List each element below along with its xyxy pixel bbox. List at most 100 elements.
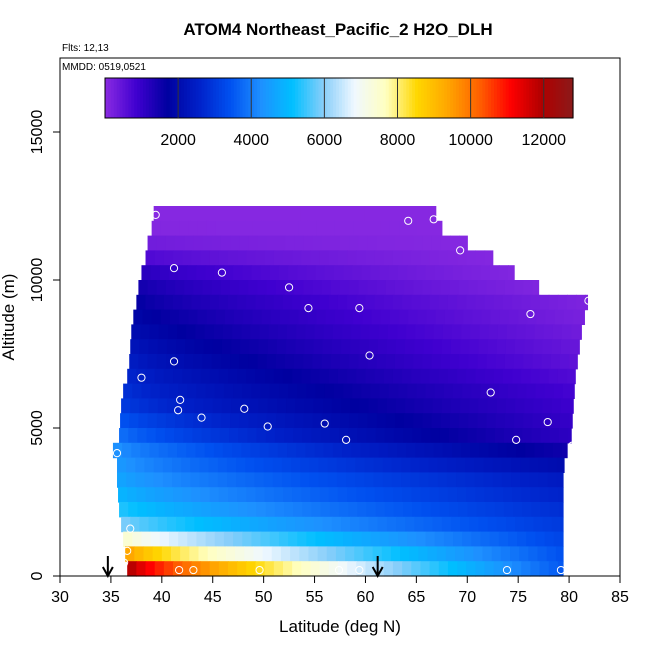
heatmap-cell — [163, 487, 174, 503]
heatmap-cell — [430, 502, 441, 518]
heatmap-cell — [163, 368, 174, 385]
heatmap-cell — [145, 487, 156, 503]
heatmap-cell — [212, 398, 223, 414]
heatmap-cell — [348, 428, 358, 444]
colorbar-segment — [222, 78, 226, 118]
heatmap-cell — [377, 398, 388, 414]
heatmap-cell — [420, 561, 431, 577]
heatmap-cell — [333, 531, 344, 547]
heatmap-cell — [512, 487, 522, 503]
heatmap-cell — [120, 413, 130, 429]
heatmap-cell — [228, 487, 238, 503]
colorbar-segment — [420, 78, 425, 118]
heatmap-cell — [472, 309, 483, 325]
heatmap-cell — [186, 324, 197, 340]
heatmap-cell — [193, 354, 204, 370]
heatmap-band — [125, 546, 564, 562]
heatmap-cell — [273, 368, 284, 385]
heatmap-cell — [364, 206, 375, 222]
heatmap-cell — [353, 309, 363, 325]
heatmap-cell — [272, 206, 283, 222]
heatmap-cell — [175, 413, 185, 429]
heatmap-cell — [306, 265, 317, 281]
heatmap-cell — [540, 428, 551, 444]
heatmap-cell — [185, 516, 195, 533]
heatmap-cell — [196, 265, 207, 281]
heatmap-cell — [150, 531, 161, 547]
heatmap-cell — [552, 324, 563, 340]
heatmap-cell — [301, 294, 312, 311]
colorbar-segment — [286, 78, 290, 118]
heatmap-cell — [176, 339, 186, 355]
heatmap-cell — [375, 428, 386, 444]
heatmap-cell — [495, 354, 506, 370]
heatmap-cell — [484, 561, 495, 577]
heatmap-cell — [221, 398, 232, 414]
colorbar-segment — [412, 78, 416, 118]
heatmap-cell — [323, 442, 334, 459]
colorbar-segment — [119, 78, 124, 118]
heatmap-cell — [376, 280, 387, 296]
heatmap-cell — [550, 413, 561, 429]
heatmap-cell — [170, 546, 181, 562]
heatmap-cell — [199, 472, 210, 488]
heatmap-cell — [373, 457, 384, 473]
x-tick-label: 45 — [204, 589, 222, 606]
heatmap-cell — [159, 383, 170, 399]
heatmap-cell — [446, 472, 457, 488]
heatmap-cell — [514, 354, 524, 370]
heatmap-cell — [191, 487, 202, 503]
heatmap-cell — [519, 546, 529, 562]
heatmap-cell — [180, 546, 190, 562]
heatmap-cell — [213, 324, 224, 340]
heatmap-cell — [365, 561, 376, 577]
heatmap-cell — [340, 235, 350, 251]
heatmap-cell — [515, 516, 525, 533]
heatmap-cell — [380, 220, 391, 237]
heatmap-cell — [363, 546, 374, 562]
heatmap-cell — [139, 516, 150, 533]
heatmap-cell — [402, 487, 412, 503]
heatmap-cell — [200, 250, 211, 266]
heatmap-cell — [402, 250, 412, 266]
heatmap-cell — [355, 472, 366, 488]
heatmap-cell — [315, 531, 326, 547]
colorbar-segment — [219, 78, 223, 118]
heatmap-cell — [181, 472, 191, 488]
sample-point — [429, 215, 438, 224]
heatmap-cell — [286, 339, 296, 355]
heatmap-cell — [278, 265, 289, 281]
heatmap-cell — [400, 546, 410, 562]
heatmap-cell — [263, 206, 274, 222]
heatmap-cell — [467, 428, 478, 444]
heatmap-cell — [374, 561, 385, 577]
heatmap-cell — [362, 309, 373, 325]
heatmap-cell — [224, 220, 235, 237]
heatmap-cell — [223, 265, 234, 281]
heatmap-cell — [407, 265, 417, 281]
colorbar-segment — [306, 78, 311, 118]
colorbar-segment — [257, 78, 261, 118]
heatmap-cell — [174, 502, 184, 518]
heatmap-cell — [319, 250, 330, 266]
heatmap-cell — [457, 250, 467, 266]
heatmap-cell — [360, 324, 371, 340]
heatmap-cell — [383, 250, 394, 266]
heatmap-cell — [341, 398, 351, 414]
heatmap-cell — [302, 502, 313, 518]
colorbar-segment — [429, 78, 434, 118]
heatmap-cell — [282, 561, 293, 577]
heatmap-cell — [136, 368, 147, 385]
heatmap-cell — [521, 294, 531, 311]
heatmap-cell — [194, 516, 205, 533]
heatmap-cell — [286, 516, 296, 533]
sample-point — [568, 441, 577, 450]
heatmap-cell — [548, 487, 559, 503]
heatmap-cell — [500, 546, 511, 562]
heatmap-cell — [538, 457, 549, 473]
heatmap-band — [136, 294, 589, 311]
heatmap-cell — [300, 457, 311, 473]
heatmap-cell — [149, 324, 160, 340]
heatmap-cell — [549, 502, 560, 518]
heatmap-cell — [532, 280, 540, 296]
